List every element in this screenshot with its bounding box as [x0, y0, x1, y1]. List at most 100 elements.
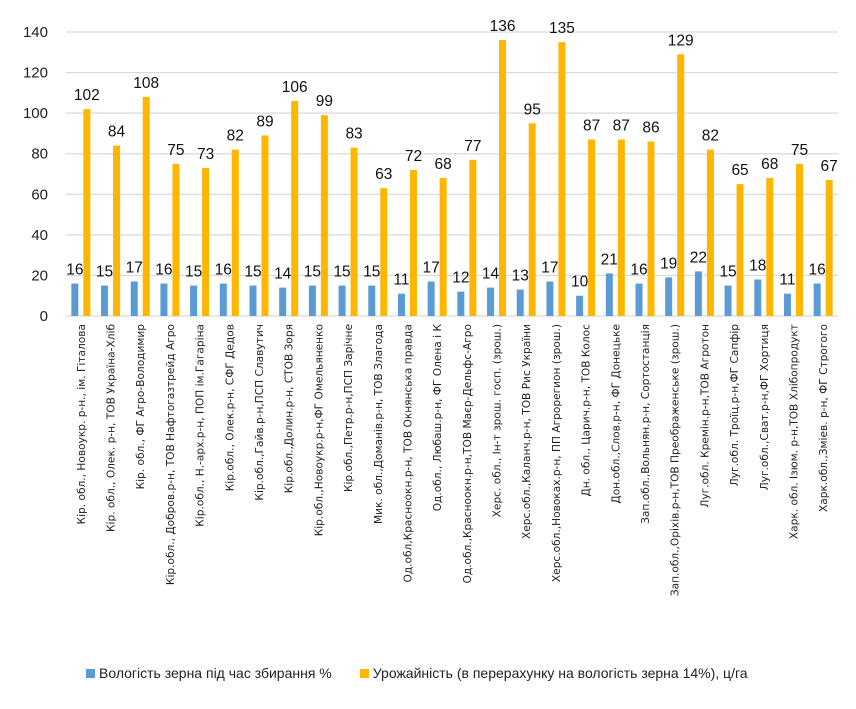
data-label-moisture: 13 [512, 268, 529, 285]
x-tick-label: Кір. обл., Новоукр. р-н., ім. Гіталова [76, 324, 88, 524]
data-label-moisture: 17 [423, 260, 440, 277]
bar-yield [825, 180, 833, 316]
legend-swatch-yield [359, 668, 369, 678]
x-tick-label: Зап.обл.,Оріхів.р-н,ТОВ Преображенське (… [670, 324, 682, 596]
data-label-moisture: 14 [274, 266, 292, 283]
x-tick-label: Кір.обл., Олек.р-н, СФГ Дедов [224, 324, 236, 491]
data-label-yield: 86 [642, 120, 659, 137]
y-tick-label: 20 [31, 267, 48, 284]
bar-yield [558, 42, 566, 317]
bar-moisture [724, 285, 732, 316]
data-label-moisture: 16 [155, 262, 172, 279]
bar-yield [677, 54, 685, 317]
bars [71, 40, 833, 317]
data-label-yield: 82 [702, 128, 719, 145]
bar-yield [439, 178, 447, 316]
data-label-yield: 75 [791, 142, 808, 159]
bar-moisture [130, 281, 138, 316]
data-label-moisture: 17 [541, 260, 558, 277]
data-label-yield: 136 [490, 18, 516, 35]
bar-yield [647, 141, 655, 316]
x-tick-label: Кір.обл.,Новоукр.р-н,ФГ Омельяненко [313, 324, 325, 536]
data-label-yield: 65 [731, 162, 748, 179]
data-label-yield: 68 [761, 156, 778, 173]
data-label-yield: 99 [316, 93, 333, 110]
data-label-moisture: 15 [96, 264, 113, 281]
x-tick-label: Од.обл., Любаш.р-н, ФГ Олена і К [432, 324, 444, 512]
data-label-moisture: 15 [363, 264, 380, 281]
bar-yield [528, 123, 536, 317]
bar-moisture [219, 283, 227, 316]
bar-moisture [457, 291, 465, 316]
data-label-yield: 75 [167, 142, 184, 159]
data-label-yield: 87 [583, 118, 600, 135]
data-label-moisture: 11 [393, 272, 409, 289]
x-tick-label: Луг.обл.,Сват.р-н,ФГ Хортиця [759, 324, 771, 490]
x-tick-label: Кір.обл.,Долин.р-н, СТОВ Зоря [284, 324, 296, 493]
data-label-yield: 87 [613, 118, 630, 135]
data-label-yield: 135 [549, 20, 575, 37]
data-label-moisture: 15 [719, 264, 736, 281]
bar-moisture [813, 283, 821, 316]
x-tick-label: Од.обл,Красноокн.р-н, ТОВ Окнянська прав… [402, 324, 414, 582]
y-tick-label: 0 [40, 308, 48, 325]
data-label-moisture: 11 [779, 272, 795, 289]
x-tick-label: Кір.обл., Добров.р-н, ТОВ Нафтогазтрейд … [165, 324, 177, 585]
data-label-yield: 67 [821, 158, 838, 175]
bar-moisture [546, 281, 554, 316]
bar-yield [172, 163, 180, 316]
bar-yield [795, 163, 803, 316]
data-label-moisture: 16 [215, 262, 232, 279]
x-tick-label: Харк. обл. Ізюм. р-н,ТОВ Хлібопродукт [788, 324, 800, 539]
bar-yield [766, 178, 774, 316]
legend-item-yield: Урожайність (в перерахунку на вологість … [359, 665, 748, 681]
x-tick-label: Кір.обл.,Петр.р-н,ПСП Зарічне [343, 324, 355, 492]
bar-yield [380, 188, 388, 316]
data-label-yield: 89 [256, 113, 273, 130]
data-label-moisture: 16 [809, 262, 826, 279]
x-tick-label: Дн. обл., Царич.р-н, ТОВ Колос [581, 324, 593, 497]
x-tick-label: Луг.обл. Кремін.р-н,ТОВ Агротон [699, 324, 711, 508]
bar-moisture [190, 285, 198, 316]
bar-yield [291, 100, 299, 316]
bar-yield [202, 167, 210, 316]
bar-moisture [71, 283, 79, 316]
legend-label-yield: Урожайність (в перерахунку на вологість … [372, 665, 748, 681]
bar-moisture [308, 285, 316, 316]
bar-yield [736, 184, 744, 316]
y-tick-label: 140 [23, 24, 48, 41]
bar-yield [706, 149, 714, 316]
legend-swatch-moisture [86, 668, 95, 678]
bar-moisture [694, 271, 702, 316]
gridlines [66, 31, 838, 317]
bar-moisture [516, 289, 524, 316]
x-axis: Кір. обл., Новоукр. р-н., ім. Гіталова Кі… [76, 324, 830, 597]
data-label-yield: 108 [133, 75, 159, 92]
data-label-yield: 95 [524, 101, 541, 118]
bar-yield [499, 40, 507, 316]
data-label-moisture: 15 [333, 264, 350, 281]
x-tick-label: Херс. обл., Ін-т зрош. госп. (зрош.) [492, 324, 504, 517]
x-tick-label: Луг.обл. Троїц.р-н,ФГ Сапфір [729, 324, 741, 486]
data-label-yield: 129 [668, 32, 694, 49]
bar-moisture [101, 285, 109, 316]
x-tick-label: Кір. обл., Олек. р-н, ТОВ Україна-Хліб [106, 324, 118, 532]
data-label-moisture: 19 [660, 255, 677, 272]
data-label-yield: 68 [435, 156, 452, 173]
bar-yield [617, 139, 625, 316]
data-label-yield: 77 [464, 138, 481, 155]
bar-yield [588, 139, 596, 316]
legend-item-moisture: Вологість зерна під час збирання % [86, 665, 332, 681]
legend: Вологість зерна під час збирання % Урожа… [86, 665, 776, 681]
data-label-yield: 63 [375, 166, 392, 183]
data-label-yield: 106 [282, 79, 308, 96]
data-label-moisture: 21 [601, 251, 618, 268]
data-label-moisture: 15 [185, 264, 202, 281]
bar-yield [113, 145, 121, 316]
x-tick-label: Харк.обл.,Зміев. р-н, ФГ Строгого [818, 324, 830, 512]
bar-moisture [160, 283, 168, 316]
bar-moisture [338, 285, 346, 316]
data-label-yield: 83 [345, 126, 362, 143]
y-tick-label: 80 [31, 146, 48, 163]
x-tick-label: Кір.обл., Н.-арх.р-н, ПОП ім.Гагаріна [195, 324, 207, 527]
